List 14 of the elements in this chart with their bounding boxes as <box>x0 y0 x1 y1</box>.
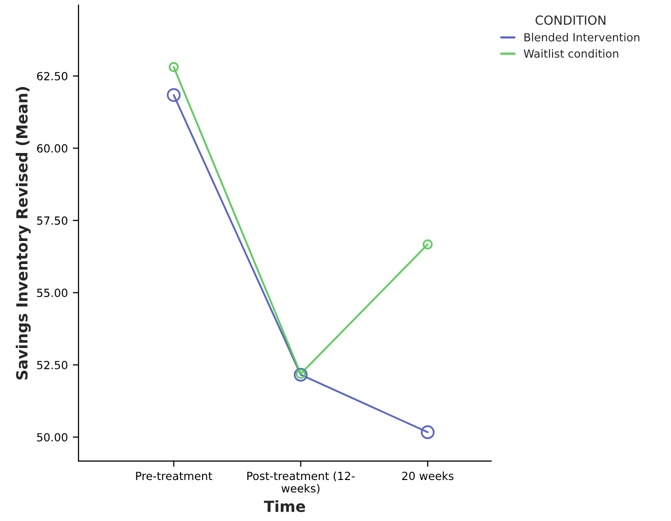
legend-title: CONDITION <box>536 15 606 25</box>
x-tick-label: Pre-treatment <box>136 472 212 480</box>
legend-label: Blended Intervention <box>524 32 640 42</box>
x-axis-title: Time <box>264 500 306 512</box>
x-tick-label: Post-treatment (12-weeks) <box>247 472 355 494</box>
y-tick-label: 55.00 <box>37 288 68 298</box>
y-tick-label: 62.50 <box>37 72 68 80</box>
y-tick-label: 50.00 <box>37 433 68 442</box>
y-tick-label: 57.50 <box>37 216 68 225</box>
x-tick-label: 20 weeks <box>402 472 454 480</box>
y-tick-label: 60.00 <box>37 144 68 153</box>
legend-label: Waitlist condition <box>524 49 618 58</box>
y-axis-title: Savings Inventory Revised (Mean) <box>16 87 31 380</box>
y-tick-label: 52.50 <box>37 360 68 370</box>
